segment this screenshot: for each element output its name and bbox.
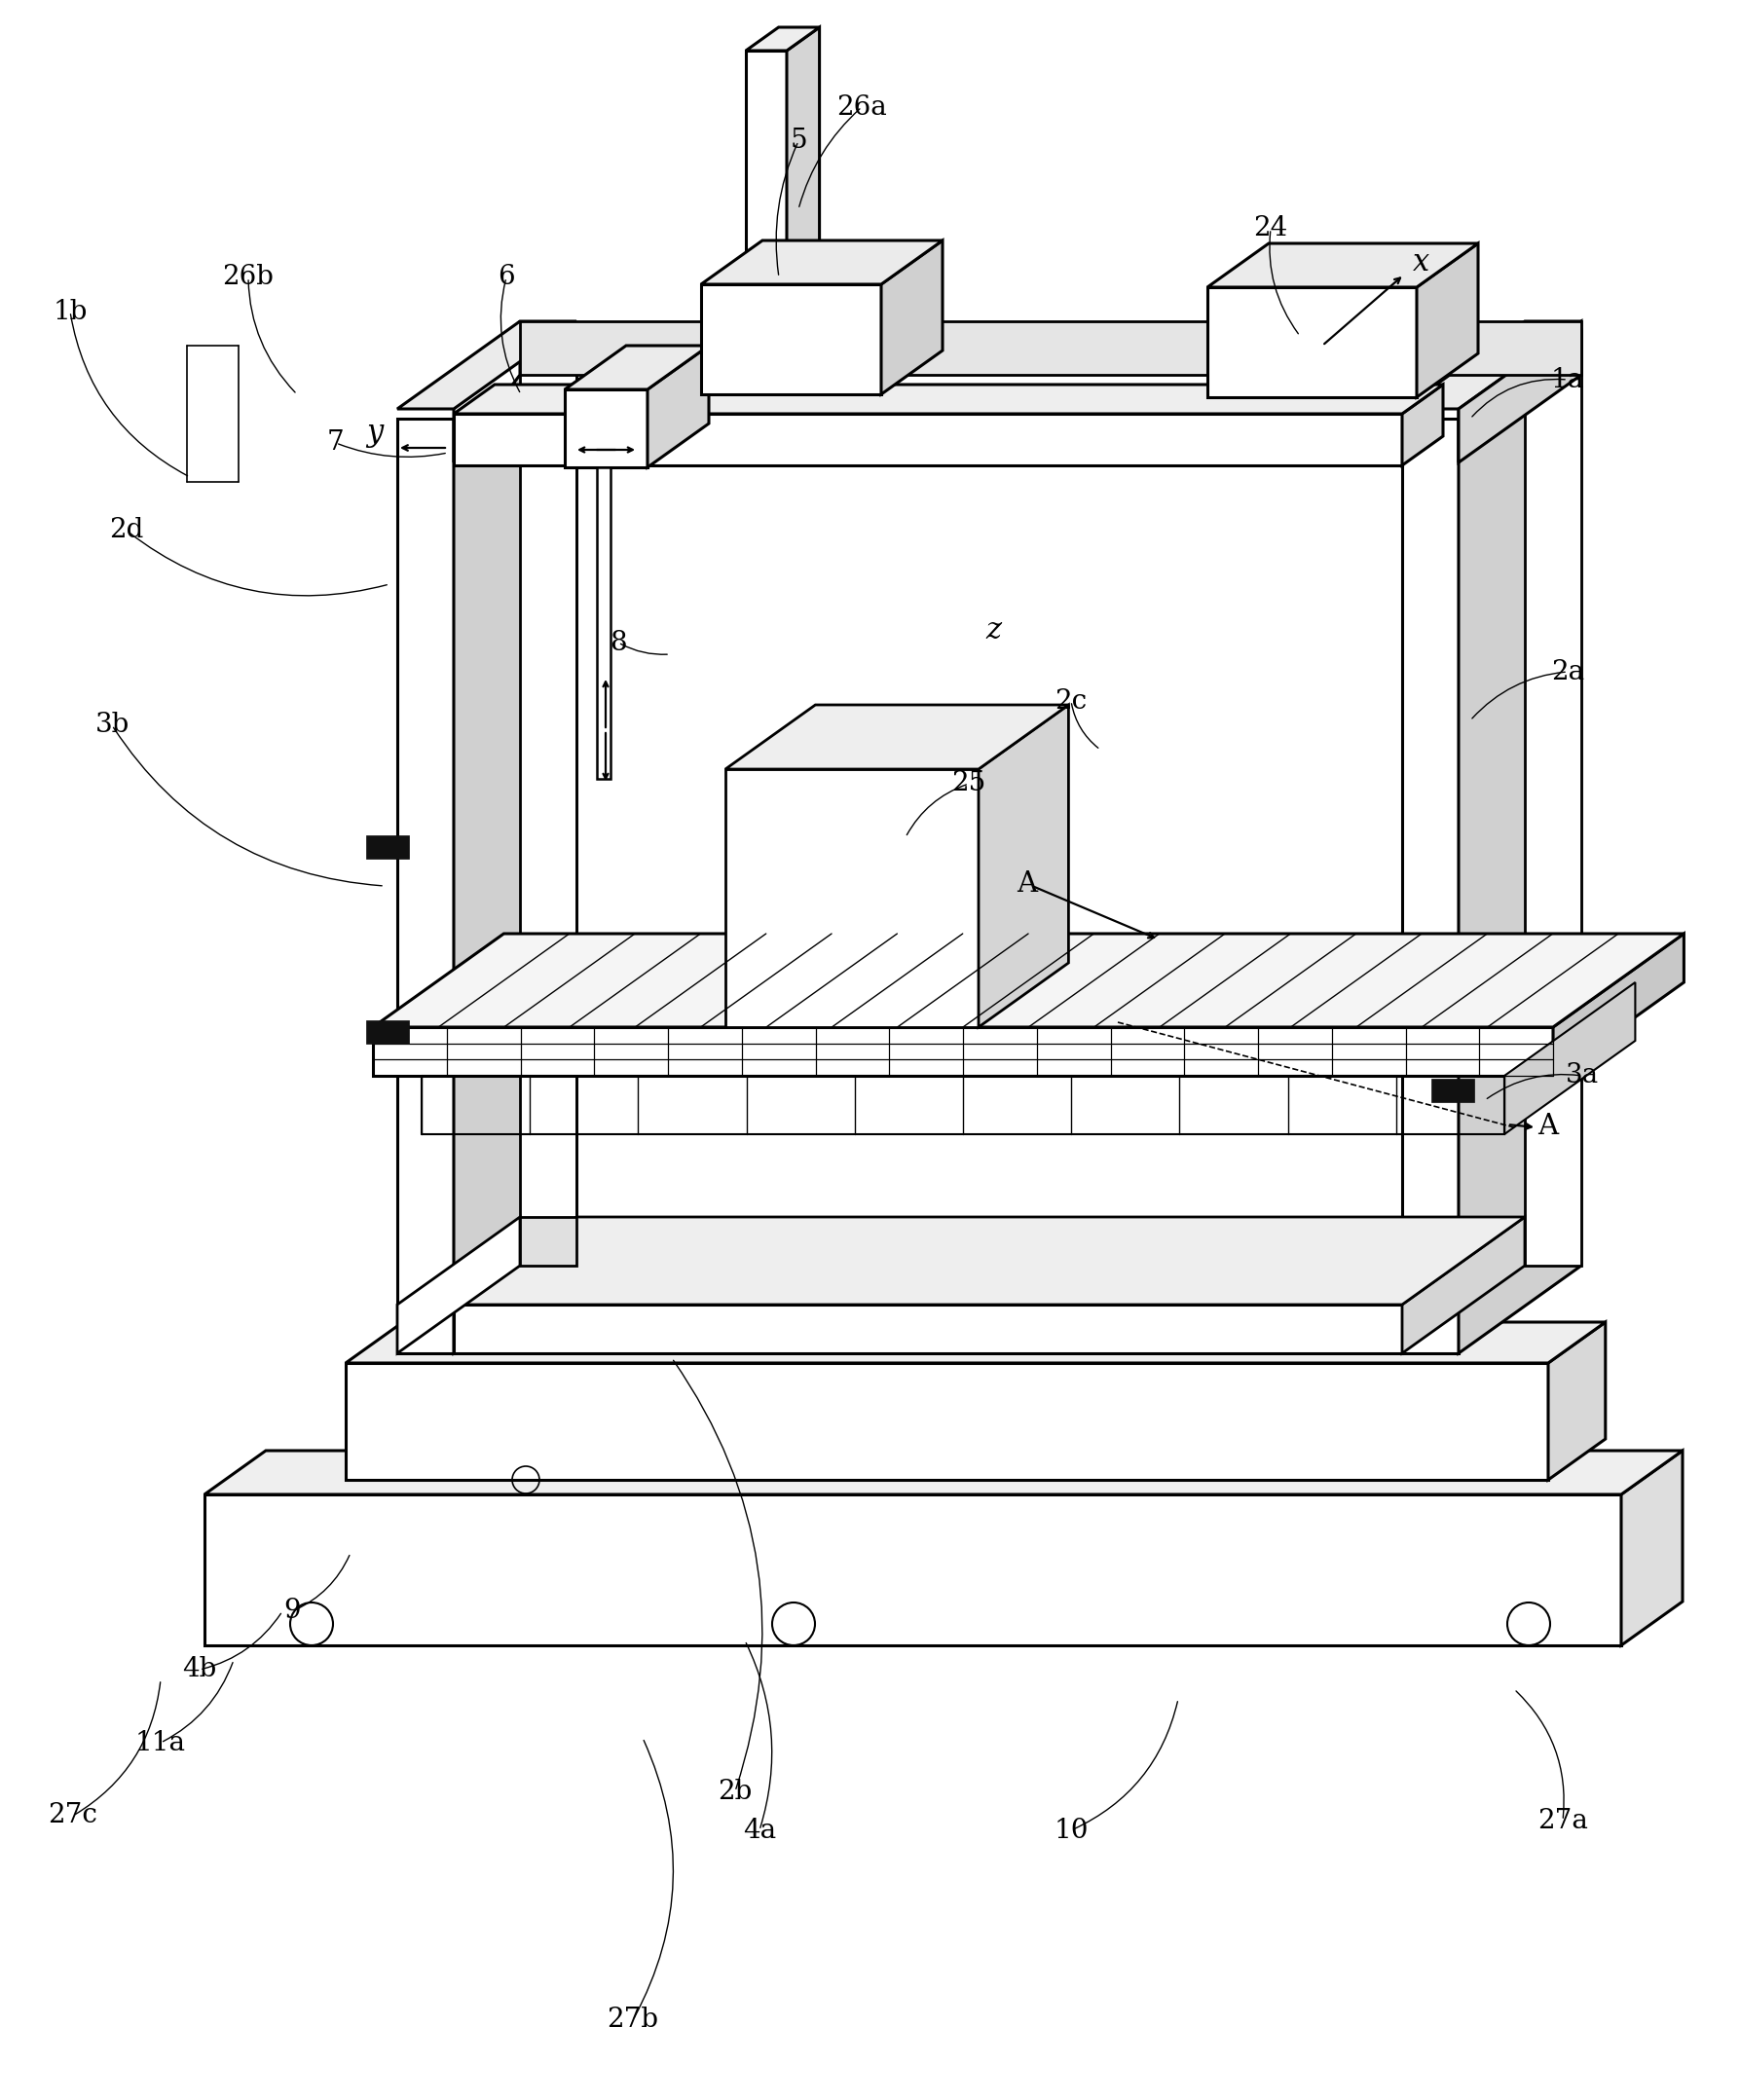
Polygon shape — [454, 1304, 1402, 1352]
Polygon shape — [1208, 288, 1416, 397]
Text: 3a: 3a — [1566, 1063, 1599, 1090]
Polygon shape — [454, 332, 576, 1352]
Text: 3b: 3b — [94, 712, 129, 739]
Polygon shape — [1549, 1323, 1606, 1480]
Text: 2d: 2d — [110, 517, 144, 544]
Polygon shape — [746, 27, 820, 50]
Polygon shape — [1432, 1079, 1474, 1103]
Polygon shape — [726, 706, 1068, 769]
Polygon shape — [454, 414, 1402, 466]
Polygon shape — [1505, 983, 1636, 1134]
Polygon shape — [372, 1027, 1554, 1075]
Polygon shape — [597, 468, 611, 779]
Text: 27a: 27a — [1538, 1808, 1589, 1833]
Polygon shape — [1208, 244, 1477, 288]
Text: 24: 24 — [1253, 216, 1288, 242]
Text: 26b: 26b — [223, 265, 273, 290]
Text: 2b: 2b — [719, 1779, 752, 1804]
Polygon shape — [1622, 1451, 1683, 1644]
Text: 25: 25 — [952, 771, 987, 796]
Polygon shape — [365, 836, 409, 859]
Text: x: x — [1413, 248, 1430, 277]
Text: 1b: 1b — [52, 298, 87, 326]
Text: 8: 8 — [609, 630, 626, 655]
Polygon shape — [726, 769, 978, 1027]
Text: 26a: 26a — [837, 94, 887, 120]
Text: z: z — [985, 615, 1000, 647]
Polygon shape — [1458, 332, 1582, 1352]
Text: A: A — [1016, 869, 1037, 897]
Polygon shape — [520, 1218, 576, 1266]
Polygon shape — [566, 346, 708, 388]
Polygon shape — [566, 388, 647, 468]
Polygon shape — [746, 50, 786, 288]
Text: 4b: 4b — [183, 1657, 218, 1682]
Text: 11a: 11a — [136, 1730, 186, 1756]
Polygon shape — [397, 1218, 520, 1352]
Polygon shape — [397, 418, 454, 1352]
Text: 7: 7 — [327, 430, 345, 456]
Text: 9: 9 — [284, 1598, 301, 1625]
Polygon shape — [701, 242, 943, 284]
Polygon shape — [205, 1495, 1622, 1644]
Polygon shape — [1402, 384, 1442, 466]
Text: 2a: 2a — [1550, 659, 1583, 685]
Text: A: A — [1538, 1113, 1559, 1140]
Polygon shape — [520, 332, 576, 1266]
Polygon shape — [1402, 418, 1458, 1352]
Polygon shape — [1402, 321, 1582, 410]
Text: 27b: 27b — [607, 2008, 659, 2033]
Polygon shape — [346, 1323, 1606, 1363]
Text: 2c: 2c — [1054, 689, 1088, 714]
Polygon shape — [880, 242, 943, 395]
Polygon shape — [1402, 1218, 1524, 1352]
Polygon shape — [454, 384, 1442, 414]
Text: 10: 10 — [1054, 1816, 1088, 1844]
Polygon shape — [1416, 244, 1477, 397]
Text: 27c: 27c — [49, 1802, 97, 1829]
Polygon shape — [520, 321, 1582, 374]
Polygon shape — [1458, 321, 1582, 462]
Polygon shape — [365, 1021, 409, 1044]
Text: 1a: 1a — [1550, 367, 1585, 393]
Polygon shape — [1554, 934, 1684, 1075]
Polygon shape — [978, 706, 1068, 1027]
Text: 6: 6 — [498, 265, 515, 290]
Polygon shape — [397, 321, 576, 410]
Polygon shape — [1524, 332, 1582, 1266]
Polygon shape — [454, 1218, 1524, 1304]
Polygon shape — [1458, 321, 1524, 462]
Polygon shape — [454, 321, 520, 462]
Polygon shape — [346, 1363, 1549, 1480]
Polygon shape — [701, 284, 880, 395]
Polygon shape — [372, 934, 1684, 1027]
Text: 5: 5 — [790, 128, 807, 153]
Text: y: y — [367, 418, 383, 447]
Polygon shape — [786, 27, 820, 288]
Polygon shape — [205, 1451, 1683, 1495]
Text: 4a: 4a — [743, 1816, 776, 1844]
Polygon shape — [647, 346, 708, 468]
